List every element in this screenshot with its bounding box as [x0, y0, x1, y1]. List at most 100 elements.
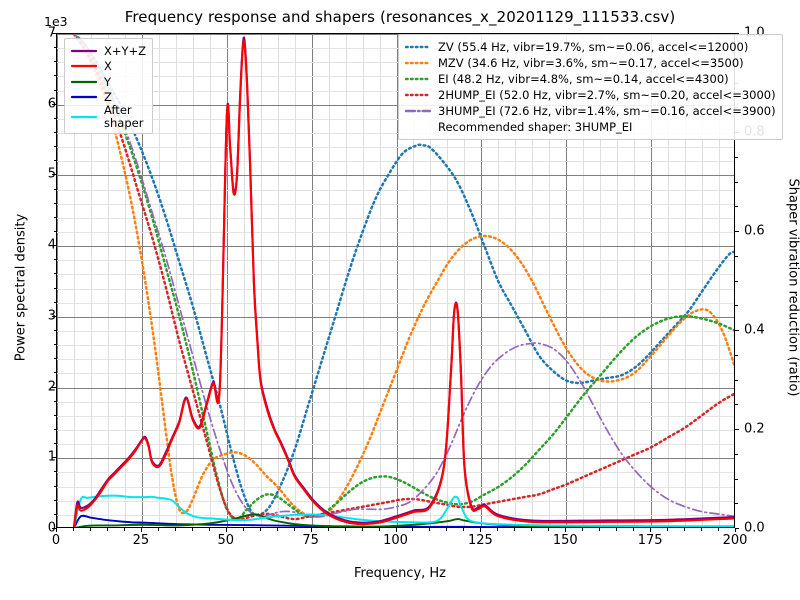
gridline-vertical: [668, 34, 670, 527]
x-minor-tick: [531, 528, 533, 531]
y-tick-label: 6: [47, 96, 56, 112]
gridline-horizontal: [57, 444, 734, 446]
x-minor-tick: [616, 528, 618, 531]
legend-item-x[interactable]: X: [71, 59, 146, 75]
gridline-vertical: [90, 34, 92, 527]
gridline-vertical: [57, 34, 58, 527]
legend-item-3hump-ei[interactable]: 3HUMP_EI (72.6 Hz, vibr=1.4%, sm~=0.16, …: [405, 103, 776, 119]
y-right-minor-tick: [735, 503, 738, 505]
legend-swatch-line-icon: [71, 45, 97, 57]
gridline-horizontal: [57, 274, 734, 276]
gridline-vertical: [464, 34, 466, 527]
y-right-minor-tick: [735, 206, 738, 208]
gridline-vertical: [277, 34, 279, 527]
y-minor-tick: [53, 89, 56, 91]
legend-label: Z: [104, 90, 112, 105]
gridline-horizontal: [57, 316, 734, 318]
y-minor-tick: [53, 160, 56, 162]
gridline-vertical: [362, 34, 364, 527]
x-minor-tick: [514, 528, 516, 531]
y-right-minor-tick: [735, 280, 738, 282]
gridline-horizontal: [57, 472, 734, 474]
gridline-horizontal: [57, 246, 734, 248]
gridline-vertical: [243, 34, 245, 527]
x-minor-tick: [72, 528, 74, 531]
x-tick-mark: [480, 528, 482, 532]
y-right-minor-tick: [735, 156, 738, 158]
legend-item-y[interactable]: Y: [71, 74, 146, 90]
x-minor-tick: [582, 528, 584, 531]
x-minor-tick: [106, 528, 108, 531]
x-tick-label: 25: [132, 533, 150, 548]
series-2hump-ei: [72, 34, 734, 521]
gridline-vertical: [651, 34, 653, 527]
x-minor-tick: [412, 528, 414, 531]
legend-label: EI (48.2 Hz, vibr=4.8%, sm~=0.14, accel<…: [438, 71, 729, 86]
y-right-minor-tick: [735, 354, 738, 356]
y-tick-label: 4: [47, 237, 56, 253]
y-tick-mark: [52, 103, 56, 105]
x-minor-tick: [599, 528, 601, 531]
legend-item-2hump-ei[interactable]: 2HUMP_EI (52.0 Hz, vibr=2.7%, sm~=0.20, …: [405, 87, 776, 103]
gridline-vertical: [634, 34, 636, 527]
y-right-minor-tick: [735, 478, 738, 480]
y-minor-tick: [53, 132, 56, 133]
x-minor-tick: [361, 528, 363, 531]
x-minor-tick: [446, 528, 448, 531]
x-tick-mark: [735, 528, 736, 532]
legend-item-zv[interactable]: ZV (55.4 Hz, vibr=19.7%, sm~=0.06, accel…: [405, 39, 776, 55]
y-tick-label: 7: [47, 25, 56, 41]
gridline-horizontal: [57, 34, 734, 35]
legend-label: Y: [104, 74, 112, 89]
gridline-horizontal: [57, 175, 734, 177]
x-tick-mark: [395, 528, 397, 532]
y-axis-offset-text: 1e3: [44, 14, 68, 29]
legend-item-x-y-z[interactable]: X+Y+Z: [71, 43, 146, 59]
gridline-vertical: [617, 34, 619, 527]
x-minor-tick: [633, 528, 635, 531]
y-minor-tick: [53, 202, 56, 204]
gridline-horizontal: [57, 217, 734, 219]
y-right-tick-mark: [735, 231, 739, 232]
y-minor-tick: [53, 499, 56, 501]
gridline-vertical: [413, 34, 415, 527]
gridline-horizontal: [57, 104, 734, 106]
legend-swatch-line-icon: [71, 60, 97, 72]
y-minor-tick: [53, 301, 56, 303]
y-tick-mark: [52, 33, 56, 34]
legend-item-after-shaper[interactable]: After shaper: [71, 103, 146, 130]
y-tick-mark: [52, 315, 56, 317]
y-right-tick-label: 0.0: [744, 520, 765, 536]
shaper-legend[interactable]: ZV (55.4 Hz, vibr=19.7%, sm~=0.06, accel…: [398, 34, 783, 140]
x-tick-mark: [225, 528, 227, 532]
legend-item-ei[interactable]: EI (48.2 Hz, vibr=4.8%, sm~=0.14, accel<…: [405, 71, 776, 87]
gridline-horizontal: [57, 430, 734, 431]
gridline-horizontal: [57, 458, 734, 460]
y-minor-tick: [53, 188, 56, 190]
y-tick-mark: [52, 174, 56, 176]
gridline-horizontal: [57, 514, 734, 516]
gridline-horizontal: [57, 373, 734, 375]
gridline-horizontal: [57, 500, 734, 502]
gridline-vertical: [311, 34, 313, 527]
legend-item-z[interactable]: Z: [71, 90, 146, 106]
y-minor-tick: [53, 400, 56, 402]
x-axis-label: Frequency, Hz: [353, 566, 447, 581]
legend-label: X: [104, 59, 112, 74]
gridline-horizontal: [57, 90, 734, 92]
y-right-tick-mark: [735, 330, 739, 331]
x-minor-tick: [684, 528, 686, 531]
y-minor-tick: [53, 117, 56, 119]
psd-legend[interactable]: X+Y+Z X Y Z After shaper: [64, 38, 154, 134]
y-tick-mark: [52, 386, 56, 388]
x-minor-tick: [667, 528, 669, 531]
x-minor-tick: [293, 528, 295, 531]
y-axis-label: Power spectral density: [13, 213, 29, 362]
y-minor-tick: [53, 287, 56, 289]
legend-swatch-line-icon: [405, 105, 431, 117]
legend-item-mzv[interactable]: MZV (34.6 Hz, vibr=3.6%, sm~=0.17, accel…: [405, 55, 776, 71]
legend-label: After shaper: [104, 103, 144, 130]
series-x: [73, 40, 734, 527]
gridline-vertical: [226, 34, 228, 527]
series-3hump-ei: [73, 34, 734, 518]
